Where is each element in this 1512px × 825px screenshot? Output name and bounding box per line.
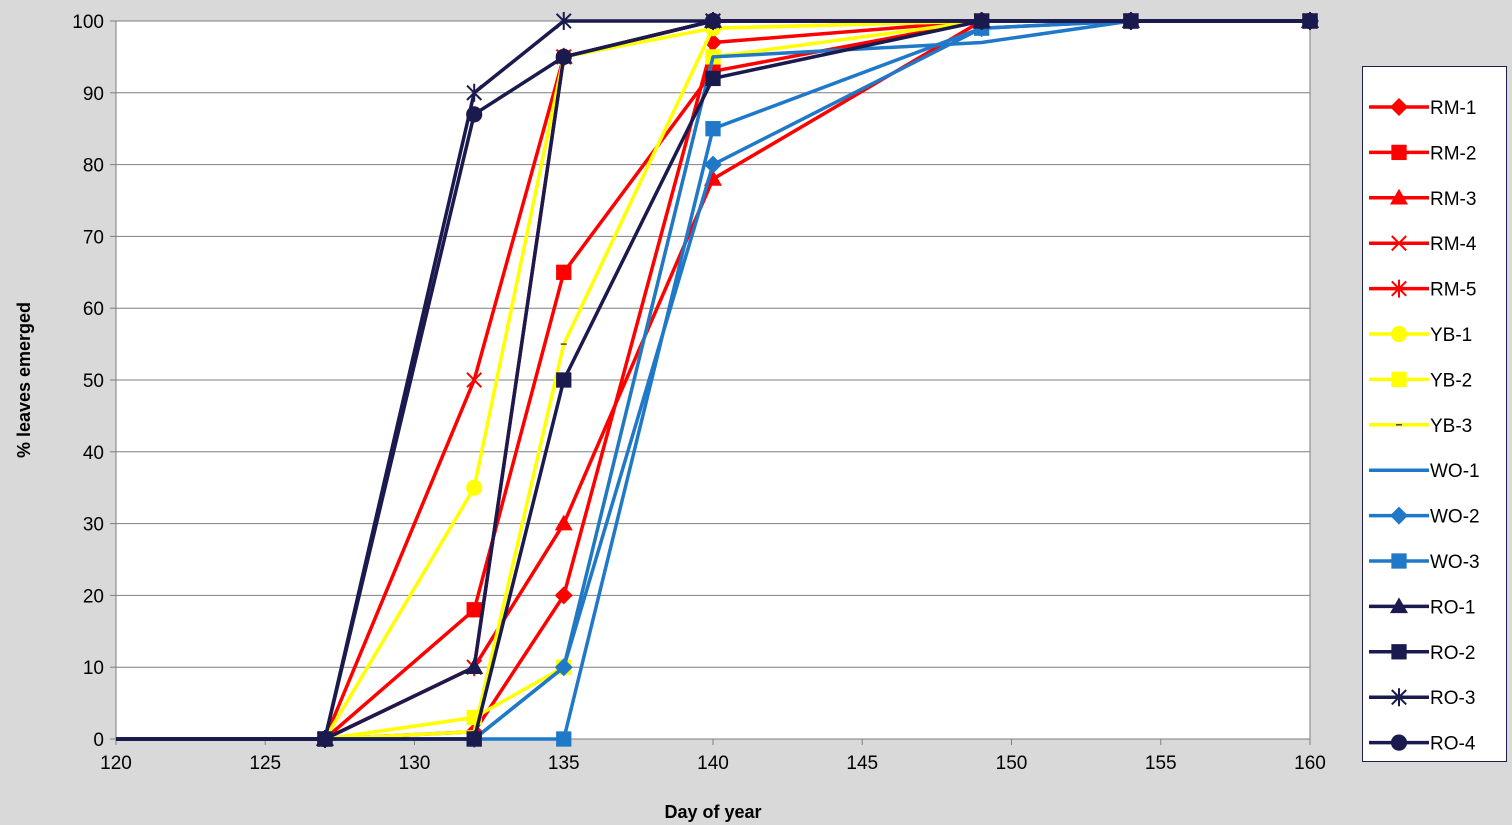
legend-item: WO-1 — [1369, 461, 1480, 482]
marker-square — [705, 70, 721, 87]
marker-diamond — [1390, 506, 1408, 525]
marker-circle — [316, 730, 334, 748]
marker-circle — [1122, 12, 1139, 30]
legend-item: RO-3 — [1369, 688, 1475, 709]
marker-triangle — [465, 658, 484, 674]
axes: 0 10 20 30 40 50 60 70 80 90 100 120 125 130 135 140 145… — [72, 12, 1326, 774]
legend-item: RO-1 — [1369, 597, 1475, 618]
marker-diamond — [554, 658, 573, 677]
legend-item: RM-3 — [1369, 188, 1476, 210]
legend-item: RO-2 — [1369, 643, 1475, 664]
legend-item: WO-2 — [1369, 506, 1480, 528]
legend-label: RO-1 — [1430, 597, 1475, 618]
y-tick-label: 80 — [83, 156, 104, 177]
marker-star — [555, 12, 572, 30]
marker-square — [1391, 644, 1407, 660]
marker-circle — [1390, 734, 1408, 751]
marker-circle — [704, 12, 722, 30]
legend-label: RO-4 — [1430, 734, 1476, 755]
x-tick-label: 120 — [100, 753, 132, 774]
x-tick-label: 140 — [697, 753, 729, 774]
y-tick-label: 90 — [83, 84, 104, 105]
legend-label: WO-1 — [1430, 461, 1480, 482]
legend-label: RM-4 — [1430, 234, 1477, 255]
x-tick-label: 145 — [846, 753, 878, 774]
y-tick-label: 0 — [93, 730, 104, 751]
legend-label: WO-2 — [1430, 507, 1480, 528]
y-tick-label: 70 — [83, 227, 104, 248]
legend-item: YB-1 — [1369, 325, 1472, 346]
legend-label: YB-2 — [1430, 370, 1472, 391]
legend-label: RO-2 — [1430, 643, 1475, 664]
legend-item: YB-3 — [1369, 416, 1472, 437]
x-tick-label: 150 — [996, 753, 1028, 774]
marker-x — [466, 372, 483, 388]
marker-star — [1391, 688, 1407, 707]
y-tick-label: 20 — [83, 586, 104, 607]
legend-item: RM-5 — [1369, 279, 1476, 301]
x-tick-label: 160 — [1294, 753, 1326, 774]
marker-circle — [466, 479, 483, 496]
y-tick-label: 10 — [83, 658, 104, 679]
marker-square — [556, 372, 572, 388]
legend-label: RM-5 — [1430, 280, 1476, 301]
marker-triangle — [1390, 597, 1408, 614]
marker-star — [1391, 279, 1407, 298]
marker-square — [466, 731, 482, 747]
marker-square — [1391, 144, 1407, 161]
marker-square — [1391, 371, 1407, 388]
legend-item: RO-4 — [1369, 734, 1476, 755]
y-axis-label: % leaves emerged — [14, 302, 34, 458]
marker-circle — [973, 12, 990, 30]
marker-square — [466, 602, 482, 618]
x-tick-label: 155 — [1145, 753, 1177, 774]
legend-item: RM-4 — [1369, 234, 1477, 255]
legend-item: RM-2 — [1369, 143, 1476, 164]
marker-circle — [1301, 12, 1319, 30]
marker-circle — [466, 106, 483, 123]
series-line — [116, 19, 1310, 741]
y-tick-label: 100 — [72, 12, 104, 33]
legend-label: YB-3 — [1430, 416, 1472, 437]
marker-star — [466, 83, 483, 102]
x-tick-label: 135 — [548, 753, 580, 774]
marker-diamond — [1390, 98, 1408, 116]
y-tick-label: 40 — [83, 443, 104, 464]
legend-label: WO-3 — [1430, 552, 1480, 573]
legend-item: WO-3 — [1369, 552, 1480, 573]
marker-triangle — [1390, 188, 1408, 205]
legend-item: YB-2 — [1369, 370, 1472, 391]
x-tick-label: 130 — [399, 753, 431, 774]
marker-square — [556, 264, 572, 280]
legend-item: RM-1 — [1369, 98, 1476, 119]
marker-diamond — [704, 155, 722, 174]
legend-label: RM-2 — [1430, 143, 1476, 164]
series-layer — [116, 12, 1319, 748]
marker-triangle — [554, 514, 573, 531]
legend-label: RO-3 — [1430, 688, 1475, 709]
y-tick-label: 60 — [83, 299, 104, 320]
marker-circle — [1390, 325, 1408, 343]
marker-x — [1391, 235, 1407, 252]
legend-label: RM-3 — [1430, 189, 1476, 210]
y-tick-label: 30 — [83, 515, 104, 536]
series-ro-4 — [116, 12, 1319, 748]
marker-square — [556, 731, 572, 747]
marker-diamond — [554, 586, 573, 605]
x-tick-label: 125 — [249, 753, 281, 774]
marker-square — [1391, 553, 1407, 569]
legend-label: YB-1 — [1430, 325, 1472, 346]
y-tick-label: 50 — [83, 371, 104, 392]
legend-label: RM-1 — [1430, 98, 1476, 119]
legend: RM-1 RM-2 RM-3 RM-4 RM-5 YB-1 YB-2 YB-3 WO-1 WO-2… — [1362, 66, 1507, 762]
marker-square — [705, 121, 721, 137]
marker-circle — [555, 48, 572, 65]
x-axis-label: Day of year — [664, 802, 761, 822]
